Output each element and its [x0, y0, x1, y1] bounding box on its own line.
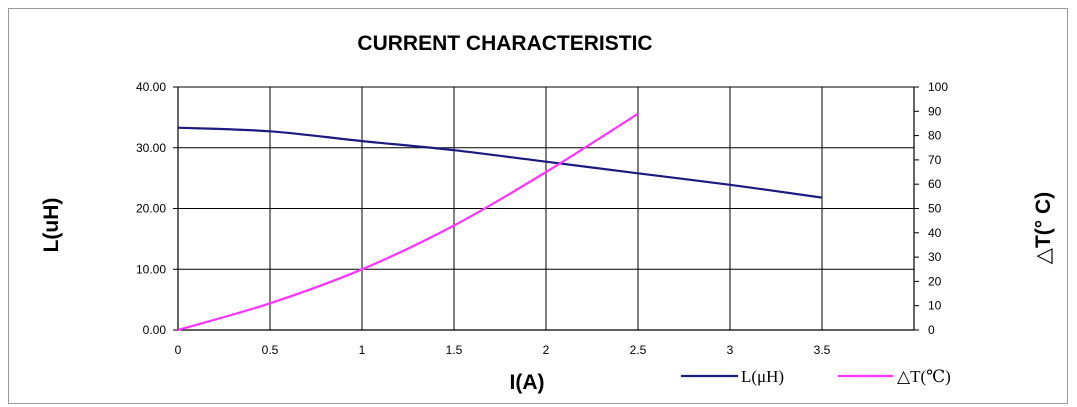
y2-tick-label: 20 [928, 274, 942, 288]
y2-axis-label: △T(° C) [1032, 192, 1055, 264]
y2-tick-label: 50 [928, 202, 942, 216]
x-tick-label: 1.5 [446, 343, 463, 357]
y2-tick-label: 0 [928, 323, 935, 337]
y-tick-label: 10.00 [136, 262, 166, 276]
y2-tick-label: 30 [928, 250, 942, 264]
y2-tick-label: 80 [928, 129, 942, 143]
y2-tick-label: 10 [928, 299, 942, 313]
x-tick-label: 2.5 [630, 343, 647, 357]
y2-tick-label: 60 [928, 177, 942, 191]
axes [173, 86, 919, 331]
y2-tick-label: 70 [928, 153, 942, 167]
series-line-temperature-rise [177, 112, 639, 332]
x-tick-label: 0 [175, 343, 182, 357]
y-tick-label: 20.00 [136, 202, 166, 216]
y2-tick-label: 100 [928, 80, 948, 94]
x-axis-label: I(A) [510, 371, 545, 394]
chart-frame [8, 8, 1068, 404]
y2-tick-label: 90 [928, 104, 942, 118]
y-tick-label: 30.00 [136, 141, 166, 155]
y2-tick-label: 40 [928, 226, 942, 240]
axis-labels: 0 0.5 1 1.5 2 2.5 3 3.5 0.00 10.00 20.00 30.00 40.00… [40, 32, 1055, 394]
legend-label: L(μH) [741, 367, 784, 386]
x-tick-label: 3.5 [814, 343, 831, 357]
y-tick-label: 40.00 [136, 80, 166, 94]
x-tick-label: 3 [727, 343, 734, 357]
y-axis-label: L(uH) [40, 198, 63, 253]
series-lines [177, 112, 823, 332]
x-tick-label: 0.5 [262, 343, 279, 357]
chart-title: CURRENT CHARACTERISTIC [357, 32, 652, 55]
series-line-inductance [177, 126, 823, 199]
legend: L(μH) △T(℃) [681, 367, 951, 386]
legend-label: △T(℃) [897, 367, 951, 386]
y-tick-label: 0.00 [143, 323, 167, 337]
x-tick-label: 1 [359, 343, 366, 357]
x-tick-label: 2 [543, 343, 550, 357]
